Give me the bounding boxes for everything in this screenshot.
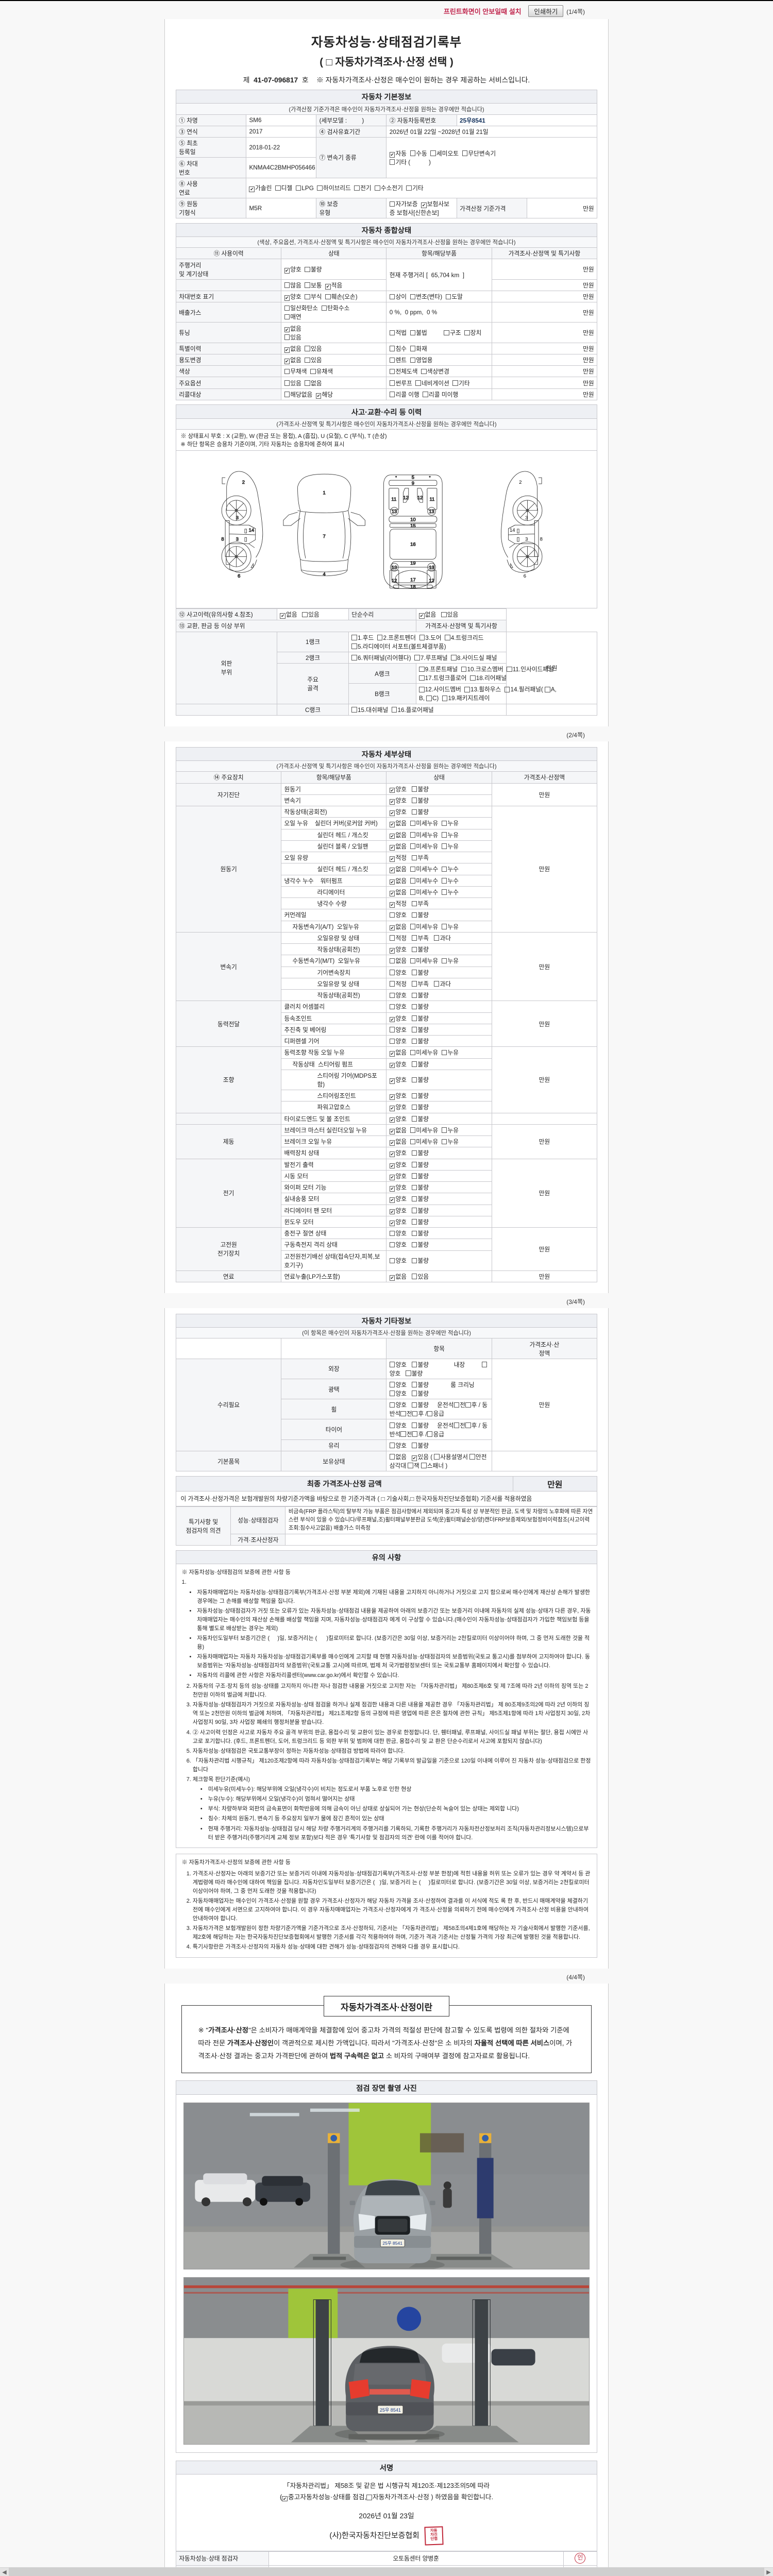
svg-text:13: 13: [392, 509, 397, 515]
svg-text:3: 3: [525, 515, 528, 521]
svg-text:25우 8541: 25우 8541: [380, 2408, 401, 2413]
svg-text:3: 3: [236, 536, 239, 542]
svg-text:2: 2: [242, 480, 245, 485]
svg-text:6: 6: [238, 573, 240, 579]
svg-text:9: 9: [412, 481, 414, 486]
svg-text:15: 15: [410, 523, 416, 529]
svg-text:18: 18: [410, 584, 416, 590]
svg-text:13: 13: [429, 565, 435, 570]
svg-text:13: 13: [392, 565, 397, 570]
svg-text:17: 17: [410, 578, 416, 583]
svg-text:25우 8541: 25우 8541: [382, 2240, 402, 2245]
svg-text:14: 14: [249, 528, 255, 533]
svg-text:11: 11: [430, 497, 435, 502]
svg-text:12: 12: [392, 578, 397, 584]
svg-text:12: 12: [404, 495, 409, 501]
svg-text:16: 16: [410, 542, 416, 548]
svg-text:2: 2: [519, 480, 522, 485]
svg-text:6: 6: [524, 573, 526, 579]
svg-text:4: 4: [323, 571, 326, 577]
svg-text:3: 3: [525, 536, 528, 542]
svg-text:8: 8: [222, 536, 224, 542]
svg-text:12: 12: [417, 495, 423, 501]
svg-text:10: 10: [410, 517, 416, 522]
svg-text:1: 1: [323, 490, 326, 496]
svg-text:3: 3: [236, 515, 239, 521]
svg-text:13: 13: [429, 509, 435, 515]
svg-text:8: 8: [540, 536, 543, 542]
svg-text:5: 5: [412, 475, 414, 481]
svg-text:19: 19: [410, 561, 416, 566]
svg-text:12: 12: [429, 578, 435, 584]
svg-text:11: 11: [392, 497, 397, 502]
svg-text:14: 14: [510, 528, 515, 533]
svg-text:7: 7: [323, 534, 326, 539]
